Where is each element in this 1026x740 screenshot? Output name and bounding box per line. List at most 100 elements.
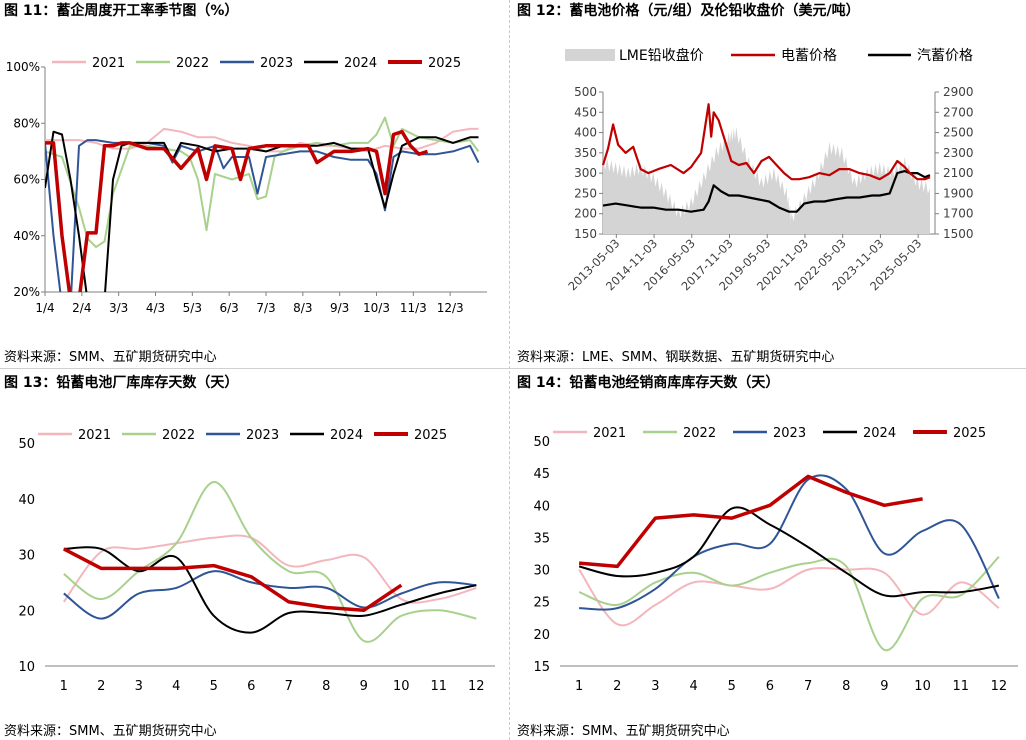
- x-tick-label: 2/4: [72, 301, 91, 315]
- x-tick-label: 11: [952, 679, 969, 694]
- left-y-tick-label: 150: [574, 227, 597, 241]
- y-tick-label: 45: [533, 467, 550, 482]
- y-tick-label: 10: [18, 660, 35, 675]
- left-y-tick-label: 400: [574, 126, 597, 140]
- legend-label-2021: 2021: [92, 56, 125, 71]
- series-area-lme: [603, 126, 930, 234]
- series-line-2025: [62, 547, 403, 613]
- x-tick-label: 11: [430, 679, 447, 694]
- right-y-tick-label: 2700: [943, 105, 974, 119]
- x-tick-label: 8: [842, 679, 850, 694]
- legend-label-2024: 2024: [863, 426, 896, 441]
- legend-label-2024: 2024: [344, 56, 377, 71]
- y-tick-label: 100%: [6, 60, 40, 74]
- x-tick-label: 11/3: [400, 301, 427, 315]
- series-line-2023: [63, 570, 477, 620]
- left-y-tick-label: 200: [574, 207, 597, 221]
- y-tick-label: 40: [533, 499, 550, 514]
- x-tick-label: 1/4: [35, 301, 54, 315]
- x-tick-label: 12: [991, 679, 1008, 694]
- x-tick-label: 4: [172, 679, 180, 694]
- x-tick-label: 3: [651, 679, 659, 694]
- series-line-2023: [45, 139, 480, 292]
- x-tick-label: 4/3: [146, 301, 165, 315]
- panel-factory-inventory: 图 13：铅蓄电池厂库库存天数（天） 10 20 30 40 50 1 2 3 4 5 6 7 8 9 10…: [0, 372, 507, 740]
- y-tick-label: 50: [18, 437, 35, 452]
- right-y-tick-label: 2900: [943, 85, 974, 99]
- left-y-tick-label: 300: [574, 166, 597, 180]
- panel-weekly-utilization: 图 11：蓄企周度开工率季节图（%） 20% 40% 60% 80% 100% 1/4 2/…: [0, 0, 507, 370]
- x-tick-label: 12: [468, 679, 485, 694]
- panel-title: 图 11：蓄企周度开工率季节图（%）: [4, 3, 239, 19]
- x-tick-label: 8/3: [293, 301, 312, 315]
- x-tick-label: 9: [360, 679, 368, 694]
- legend-label-ev: 电蓄价格: [781, 48, 837, 64]
- x-tick-label: 1: [60, 679, 68, 694]
- x-tick-label: 2: [97, 679, 105, 694]
- legend-label-2022: 2022: [162, 428, 195, 443]
- series-line-2021: [62, 534, 477, 604]
- panel-title: 图 12：蓄电池价格（元/组）及伦铅收盘价（美元/吨）: [517, 3, 860, 19]
- series-line-2022: [63, 480, 477, 643]
- left-y-tick-label: 350: [574, 146, 597, 160]
- legend-label-auto: 汽蓄价格: [917, 48, 973, 64]
- x-tick-label: 9/3: [330, 301, 349, 315]
- right-y-tick-label: 2100: [943, 166, 974, 180]
- y-tick-label: 15: [533, 660, 550, 675]
- series-line-2024: [45, 130, 479, 292]
- x-tick-label: 5: [728, 679, 736, 694]
- panel-title: 图 13：铅蓄电池厂库库存天数（天）: [4, 375, 239, 391]
- legend-label-2022: 2022: [176, 56, 209, 71]
- legend-label-2023: 2023: [260, 56, 293, 71]
- series-line-ev-battery: [601, 103, 931, 181]
- series-line-2025: [578, 474, 923, 569]
- x-tick-label: 7/3: [256, 301, 275, 315]
- y-tick-label: 30: [18, 549, 35, 564]
- x-tick-label: 3/3: [109, 301, 128, 315]
- y-tick-label: 80%: [13, 116, 40, 130]
- series-line-2025: [45, 129, 429, 292]
- x-tick-label: 6: [766, 679, 774, 694]
- legend-label-2025: 2025: [414, 428, 447, 443]
- chart-weekly-utilization: 20% 40% 60% 80% 100% 1/4 2/4 3/3 4/3 5/3 6/3 7/3 8/3…: [6, 56, 487, 315]
- series-line-2022: [578, 555, 1000, 651]
- panel-source: 资料来源：LME、SMM、钢联数据、五矿期货研究中心: [517, 350, 835, 365]
- legend-label-2025: 2025: [428, 56, 461, 71]
- chart-battery-prices: 150 200 250 300 350 400 450 500 1500 1700 1900 2100…: [565, 47, 974, 293]
- y-tick-label: 60%: [13, 173, 40, 187]
- panel-dealer-inventory: 图 14：铅蓄电池经销商库库存天数（天） 15 20 25 30 35 40 45 50 1 2 3…: [513, 372, 1026, 740]
- legend-label-lme: LME铅收盘价: [619, 47, 704, 64]
- series-line-2024: [63, 546, 477, 634]
- x-tick-label: 12/3: [437, 301, 464, 315]
- x-tick-label: 2: [613, 679, 621, 694]
- legend-label-2024: 2024: [330, 428, 363, 443]
- x-tick-label: 6: [247, 679, 255, 694]
- panel-battery-prices: 图 12：蓄电池价格（元/组）及伦铅收盘价（美元/吨） 150 200 250 300…: [513, 0, 1026, 370]
- series-line-2023: [579, 474, 1000, 611]
- right-y-tick-label: 2500: [943, 126, 974, 140]
- divider: [509, 0, 510, 740]
- panel-title: 图 14：铅蓄电池经销商库库存天数（天）: [517, 375, 780, 391]
- x-tick-label: 10: [393, 679, 410, 694]
- series-line-2024: [578, 506, 1000, 598]
- left-y-tick-label: 250: [574, 186, 597, 200]
- legend-label-2021: 2021: [593, 426, 626, 441]
- legend-label-2022: 2022: [683, 426, 716, 441]
- y-tick-label: 30: [533, 564, 550, 579]
- x-tick-label: 9: [880, 679, 888, 694]
- y-tick-label: 50: [533, 435, 550, 450]
- right-y-tick-label: 1900: [943, 186, 974, 200]
- right-y-tick-label: 1500: [943, 227, 974, 241]
- x-tick-label: 10/3: [363, 301, 390, 315]
- panel-source: 资料来源：SMM、五矿期货研究中心: [4, 350, 217, 365]
- x-tick-label: 4: [689, 679, 697, 694]
- series-line-2021: [578, 567, 1000, 627]
- series-line-auto-battery: [602, 170, 931, 213]
- left-y-tick-label: 450: [574, 105, 597, 119]
- x-tick-label: 7: [285, 679, 293, 694]
- x-tick-label: 5: [210, 679, 218, 694]
- legend-label-2023: 2023: [246, 428, 279, 443]
- x-tick-label: 1: [575, 679, 583, 694]
